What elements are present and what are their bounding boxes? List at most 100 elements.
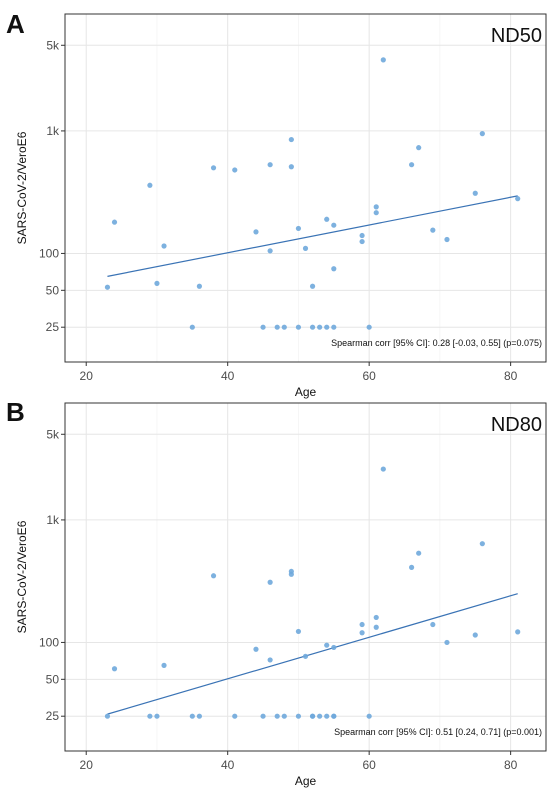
panel-a-data-point xyxy=(295,225,302,232)
panel-b-y-tick-label: 50 xyxy=(46,672,60,686)
panel-b-data-point xyxy=(196,713,202,719)
panel-a-data-point xyxy=(288,136,294,143)
panel-a-data-point xyxy=(267,162,273,168)
panel-b-plot-area xyxy=(65,403,546,751)
panel-a-y-tick-label: 5k xyxy=(46,38,60,52)
panel-a-data-point xyxy=(302,245,309,251)
panel-a-data-point xyxy=(430,227,436,233)
panel-b-data-point xyxy=(111,666,118,672)
panel-b-data-point xyxy=(331,713,337,719)
panel-b-data-point xyxy=(324,713,330,719)
panel-a-y-tick-label: 25 xyxy=(46,320,60,334)
panel-a-y-tick-label: 1k xyxy=(46,124,60,138)
panel-a: 20 40 60 80 25 50 100 1k 5k ND50 Spearman corr [95… xyxy=(6,9,547,399)
panel-b-data-point xyxy=(210,573,217,579)
panel-b-data-point xyxy=(472,632,478,638)
panel-b-data-point xyxy=(366,713,372,719)
panel-b-data-point xyxy=(281,713,287,719)
panel-b-data-point xyxy=(331,644,337,651)
panel-a-data-point xyxy=(366,324,372,330)
panel-a-data-point xyxy=(210,165,217,171)
panel-b-x-tick-label: 20 xyxy=(80,758,94,772)
panel-b-data-point xyxy=(416,550,422,556)
panel-a-data-point xyxy=(189,324,195,330)
panel-a-plot-area xyxy=(65,14,546,362)
panel-b-data-point xyxy=(295,713,302,719)
panel-a-trend-line xyxy=(107,195,518,277)
panel-a-data-point xyxy=(324,216,330,222)
panel-b-data-point xyxy=(104,713,111,719)
panel-b-y-axis-title: SARS-CoV-2/VeroE6 xyxy=(15,520,29,633)
panel-b-title: ND80 xyxy=(491,414,542,436)
panel-a-data-point xyxy=(373,210,379,216)
panel-b-x-tick-label: 60 xyxy=(362,758,376,772)
panel-b-data-point xyxy=(232,713,238,719)
panel-a-data-point xyxy=(416,145,422,151)
panel-a-data-point xyxy=(295,324,302,330)
panel-a-data-point xyxy=(359,232,365,239)
panel-a-x-tick-label: 60 xyxy=(362,369,376,383)
panel-b-y-tick-label: 1k xyxy=(46,513,60,527)
panel-a-data-point xyxy=(479,131,485,137)
panel-b-data-point xyxy=(267,657,273,663)
panel-b-data-point xyxy=(189,713,195,719)
panel-a-x-tick-label: 40 xyxy=(221,369,235,383)
panel-a-data-point xyxy=(324,324,330,330)
panel-b-x-axis-title: Age xyxy=(295,774,317,788)
panel-b-y-tick-label: 100 xyxy=(39,635,59,649)
panel-b-y-tick-label: 5k xyxy=(46,427,60,441)
panel-b-data-point xyxy=(359,621,365,628)
panel-a-data-point xyxy=(274,324,280,330)
panel-b-data-point xyxy=(317,713,323,719)
panel-b-data-point xyxy=(274,713,280,719)
panel-a-data-point xyxy=(331,324,337,330)
panel-a-data-point xyxy=(267,248,273,254)
panel-b-letter: B xyxy=(6,397,25,427)
panel-b-y-tick-label: 25 xyxy=(46,709,60,723)
panel-b-data-point xyxy=(267,579,273,585)
panel-b-data-point xyxy=(479,541,485,547)
panel-b-data-point xyxy=(260,713,266,719)
panel-a-data-point xyxy=(232,167,238,173)
panel-a-data-point xyxy=(409,162,415,168)
panel-a-data-point xyxy=(196,283,202,289)
panel-b-data-point xyxy=(515,629,521,635)
panel-a-y-tick-label: 100 xyxy=(39,246,59,260)
panel-a-y-axis-title: SARS-CoV-2/VeroE6 xyxy=(15,131,29,244)
panel-a-data-point xyxy=(331,222,337,228)
panel-b-data-point xyxy=(373,624,379,630)
panel-a-title: ND50 xyxy=(491,25,542,47)
panel-a-data-point xyxy=(317,324,323,330)
panel-b-data-point xyxy=(409,564,415,570)
panel-a-data-point xyxy=(281,324,287,330)
panel-a-annotation: Spearman corr [95% CI]: 0.28 [-0.03, 0.5… xyxy=(331,338,542,348)
panel-b-data-point xyxy=(373,614,379,621)
panel-a-data-point xyxy=(472,190,478,196)
panel-b-data-point xyxy=(302,653,309,659)
panel-a-data-point xyxy=(161,243,167,249)
panel-b-annotation: Spearman corr [95% CI]: 0.51 [0.24, 0.71… xyxy=(334,727,542,737)
panel-a-data-point xyxy=(111,219,118,225)
panel-a-data-point xyxy=(309,324,316,330)
panel-b-data-point xyxy=(253,646,259,652)
panel-a-data-point xyxy=(288,164,294,170)
panel-a-data-point xyxy=(373,204,379,210)
panel-b-data-point xyxy=(430,621,436,628)
panel-b-data-point xyxy=(295,628,302,635)
panel-b-data-point xyxy=(154,713,160,719)
panel-a-data-point xyxy=(444,236,450,243)
panel-b-data-point xyxy=(380,466,386,472)
panel-a-data-point xyxy=(147,182,153,188)
panel-b-data-point xyxy=(359,630,365,636)
panel-a-y-tick-label: 50 xyxy=(46,283,60,297)
panel-a-data-point xyxy=(331,266,337,272)
panel-a-border xyxy=(64,13,547,363)
panel-a-data-point xyxy=(260,324,266,330)
panel-a-letter: A xyxy=(6,9,25,39)
panel-a-data-point xyxy=(515,196,521,202)
panel-a-data-point xyxy=(253,229,259,235)
panel-b-x-tick-label: 40 xyxy=(221,758,235,772)
panel-a-data-point xyxy=(359,238,365,245)
panel-b-data-point xyxy=(147,713,153,719)
